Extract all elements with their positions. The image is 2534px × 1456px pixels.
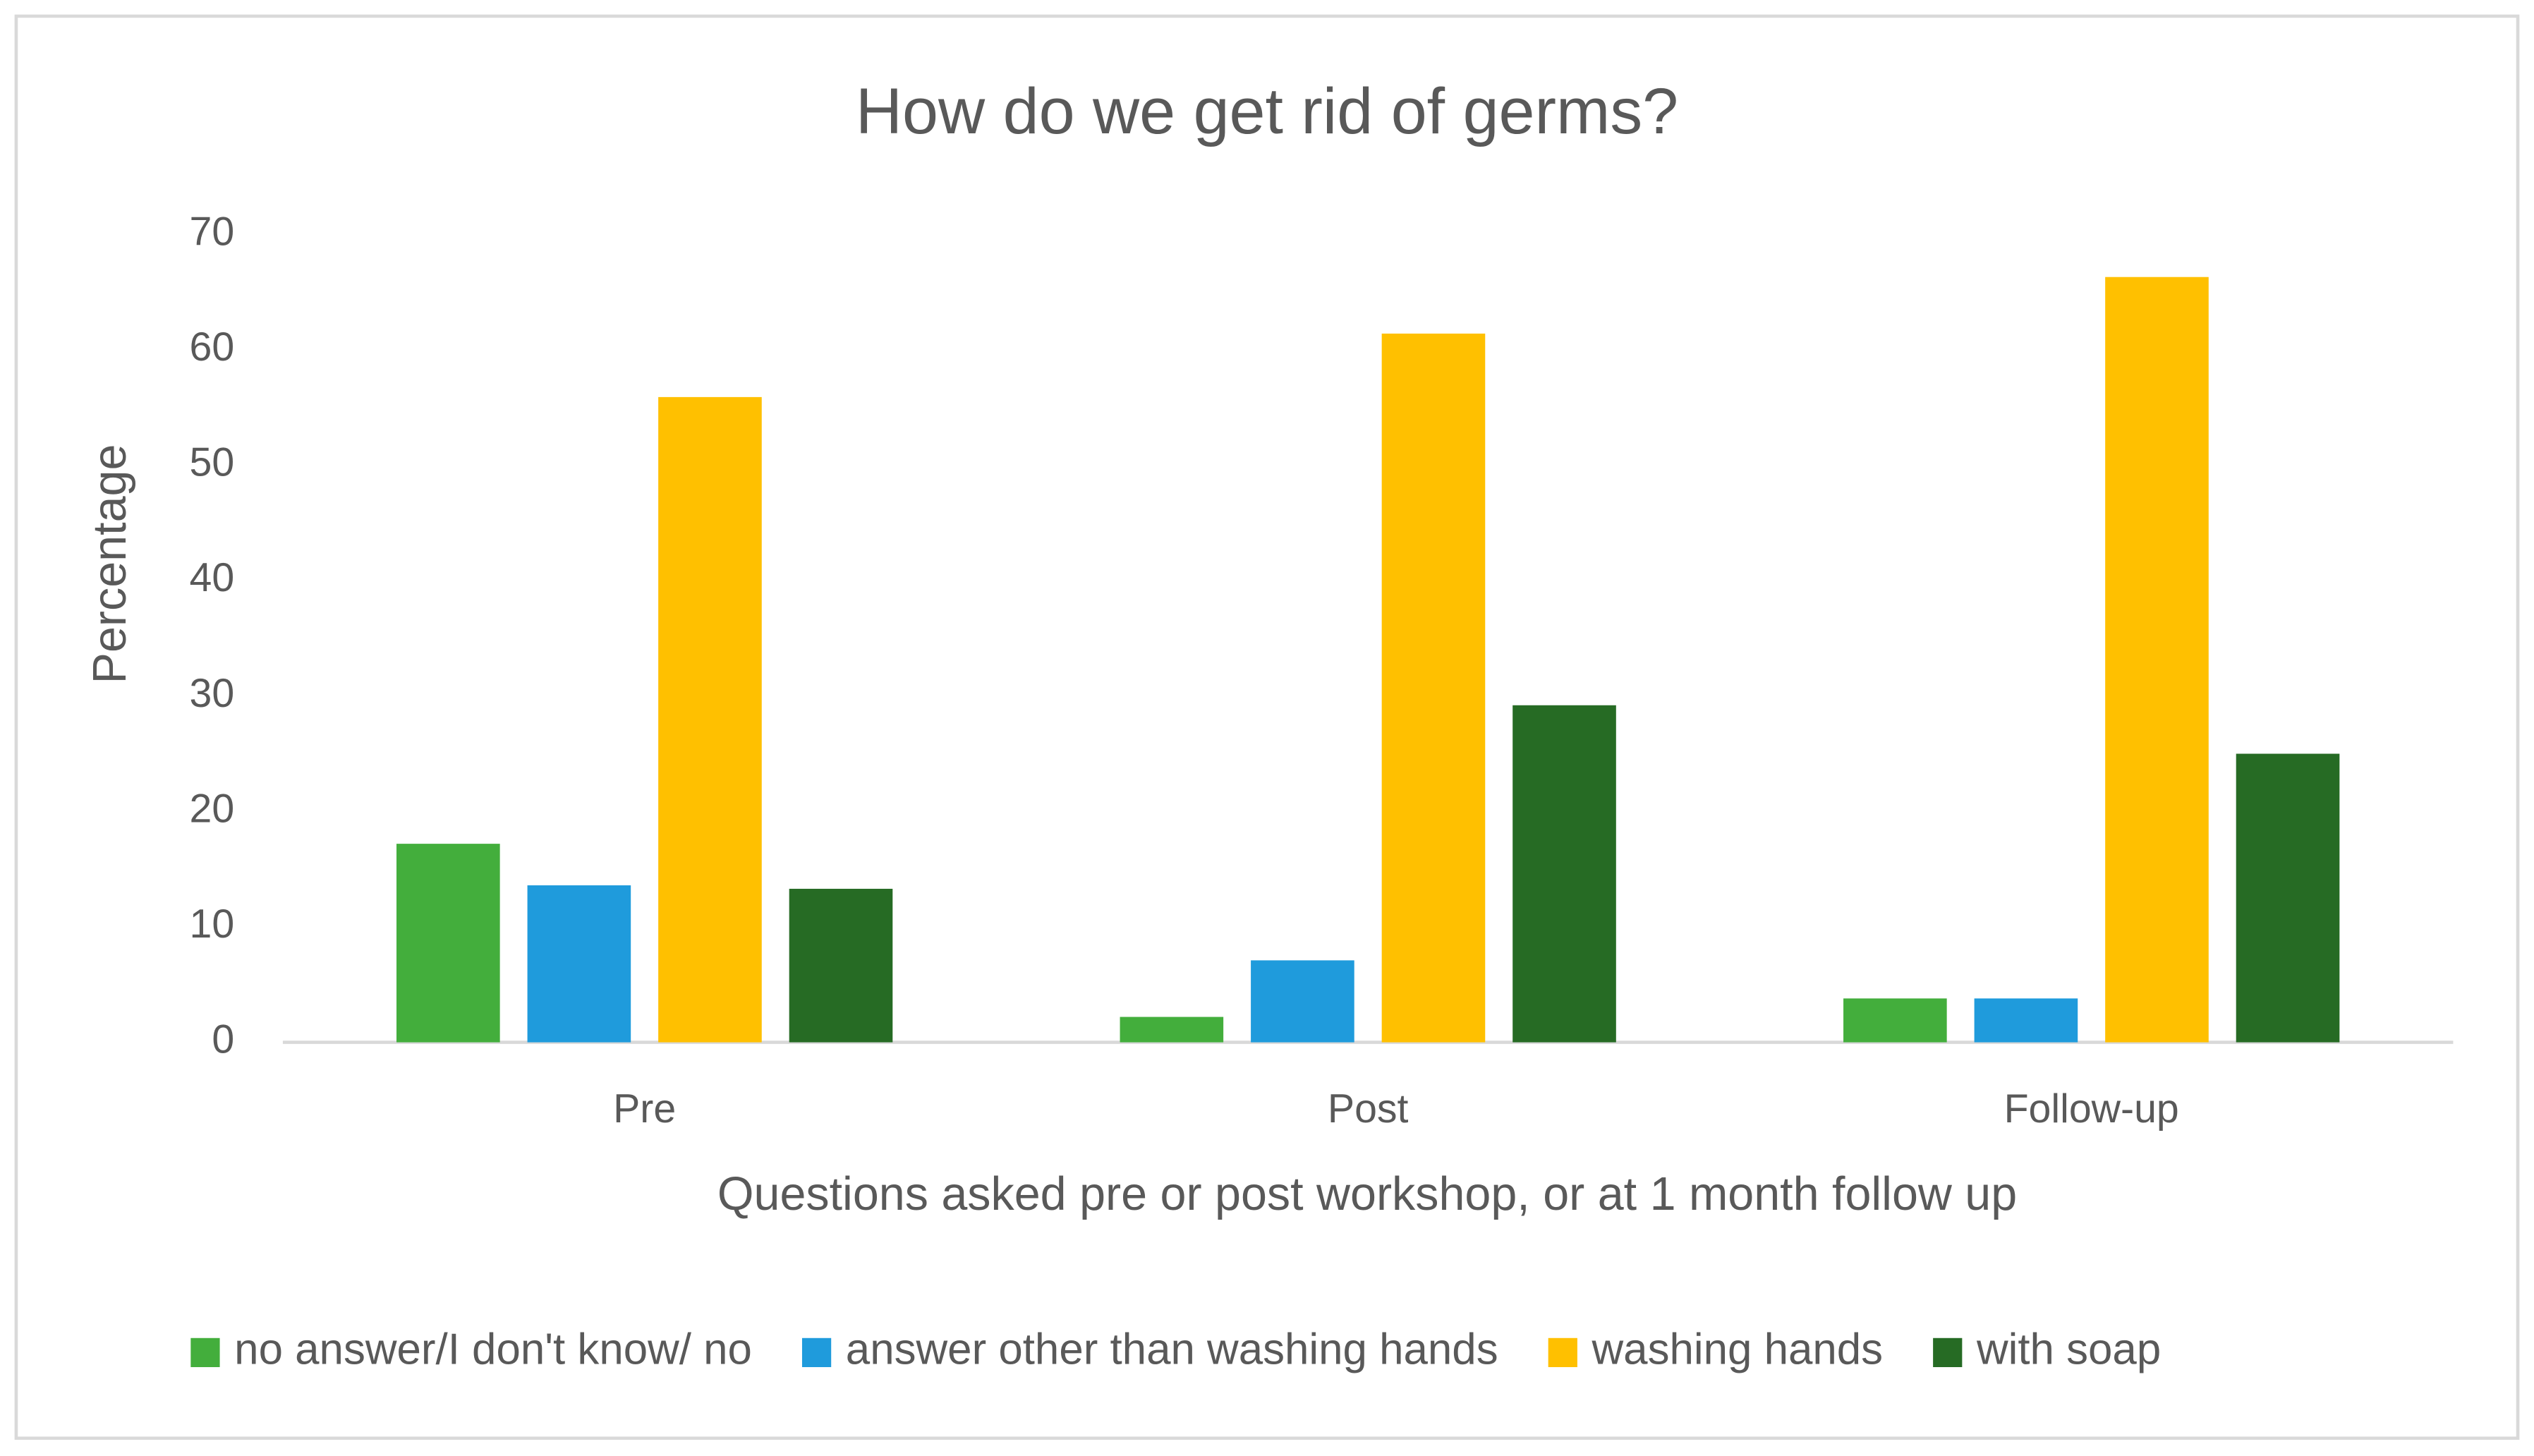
y-tick-label: 40 (189, 555, 234, 600)
y-tick-label: 60 (189, 324, 234, 370)
x-tick-label: Post (1328, 1086, 1409, 1132)
x-tick-label: Pre (613, 1086, 676, 1132)
bar (789, 888, 893, 1043)
y-tick-label: 10 (189, 902, 234, 947)
legend-swatch (801, 1337, 832, 1368)
y-tick-label: 70 (189, 209, 234, 254)
x-axis-label: Questions asked pre or post workshop, or… (717, 1168, 2017, 1220)
legend-swatch (190, 1337, 220, 1368)
bar (2105, 277, 2209, 1043)
y-tick-label: 30 (189, 671, 234, 716)
y-axis-label: Percentage (84, 444, 136, 684)
legend-label: no answer/I don't know/ no (234, 1325, 752, 1374)
y-tick-label: 50 (189, 440, 234, 485)
bar (1974, 998, 2078, 1043)
legend-label: answer other than washing hands (846, 1325, 1498, 1374)
chart-title: How do we get rid of germs? (856, 75, 1678, 147)
y-tick-label: 20 (189, 786, 234, 831)
legend-swatch (1548, 1337, 1577, 1368)
bar (1120, 1017, 1224, 1043)
bar (658, 396, 762, 1043)
legend-label: washing hands (1592, 1325, 1884, 1374)
bar (1381, 333, 1486, 1043)
legend-label: with soap (1976, 1325, 2161, 1374)
bar (1251, 960, 1354, 1043)
bar (1512, 705, 1616, 1043)
bar (1843, 998, 1947, 1043)
x-tick-label: Follow-up (2004, 1086, 2179, 1132)
y-tick-label: 0 (212, 1017, 234, 1062)
legend-swatch (1933, 1337, 1963, 1368)
chart-border (14, 14, 2520, 1440)
bar (396, 844, 500, 1043)
bar (2236, 753, 2340, 1043)
bar (527, 885, 631, 1043)
